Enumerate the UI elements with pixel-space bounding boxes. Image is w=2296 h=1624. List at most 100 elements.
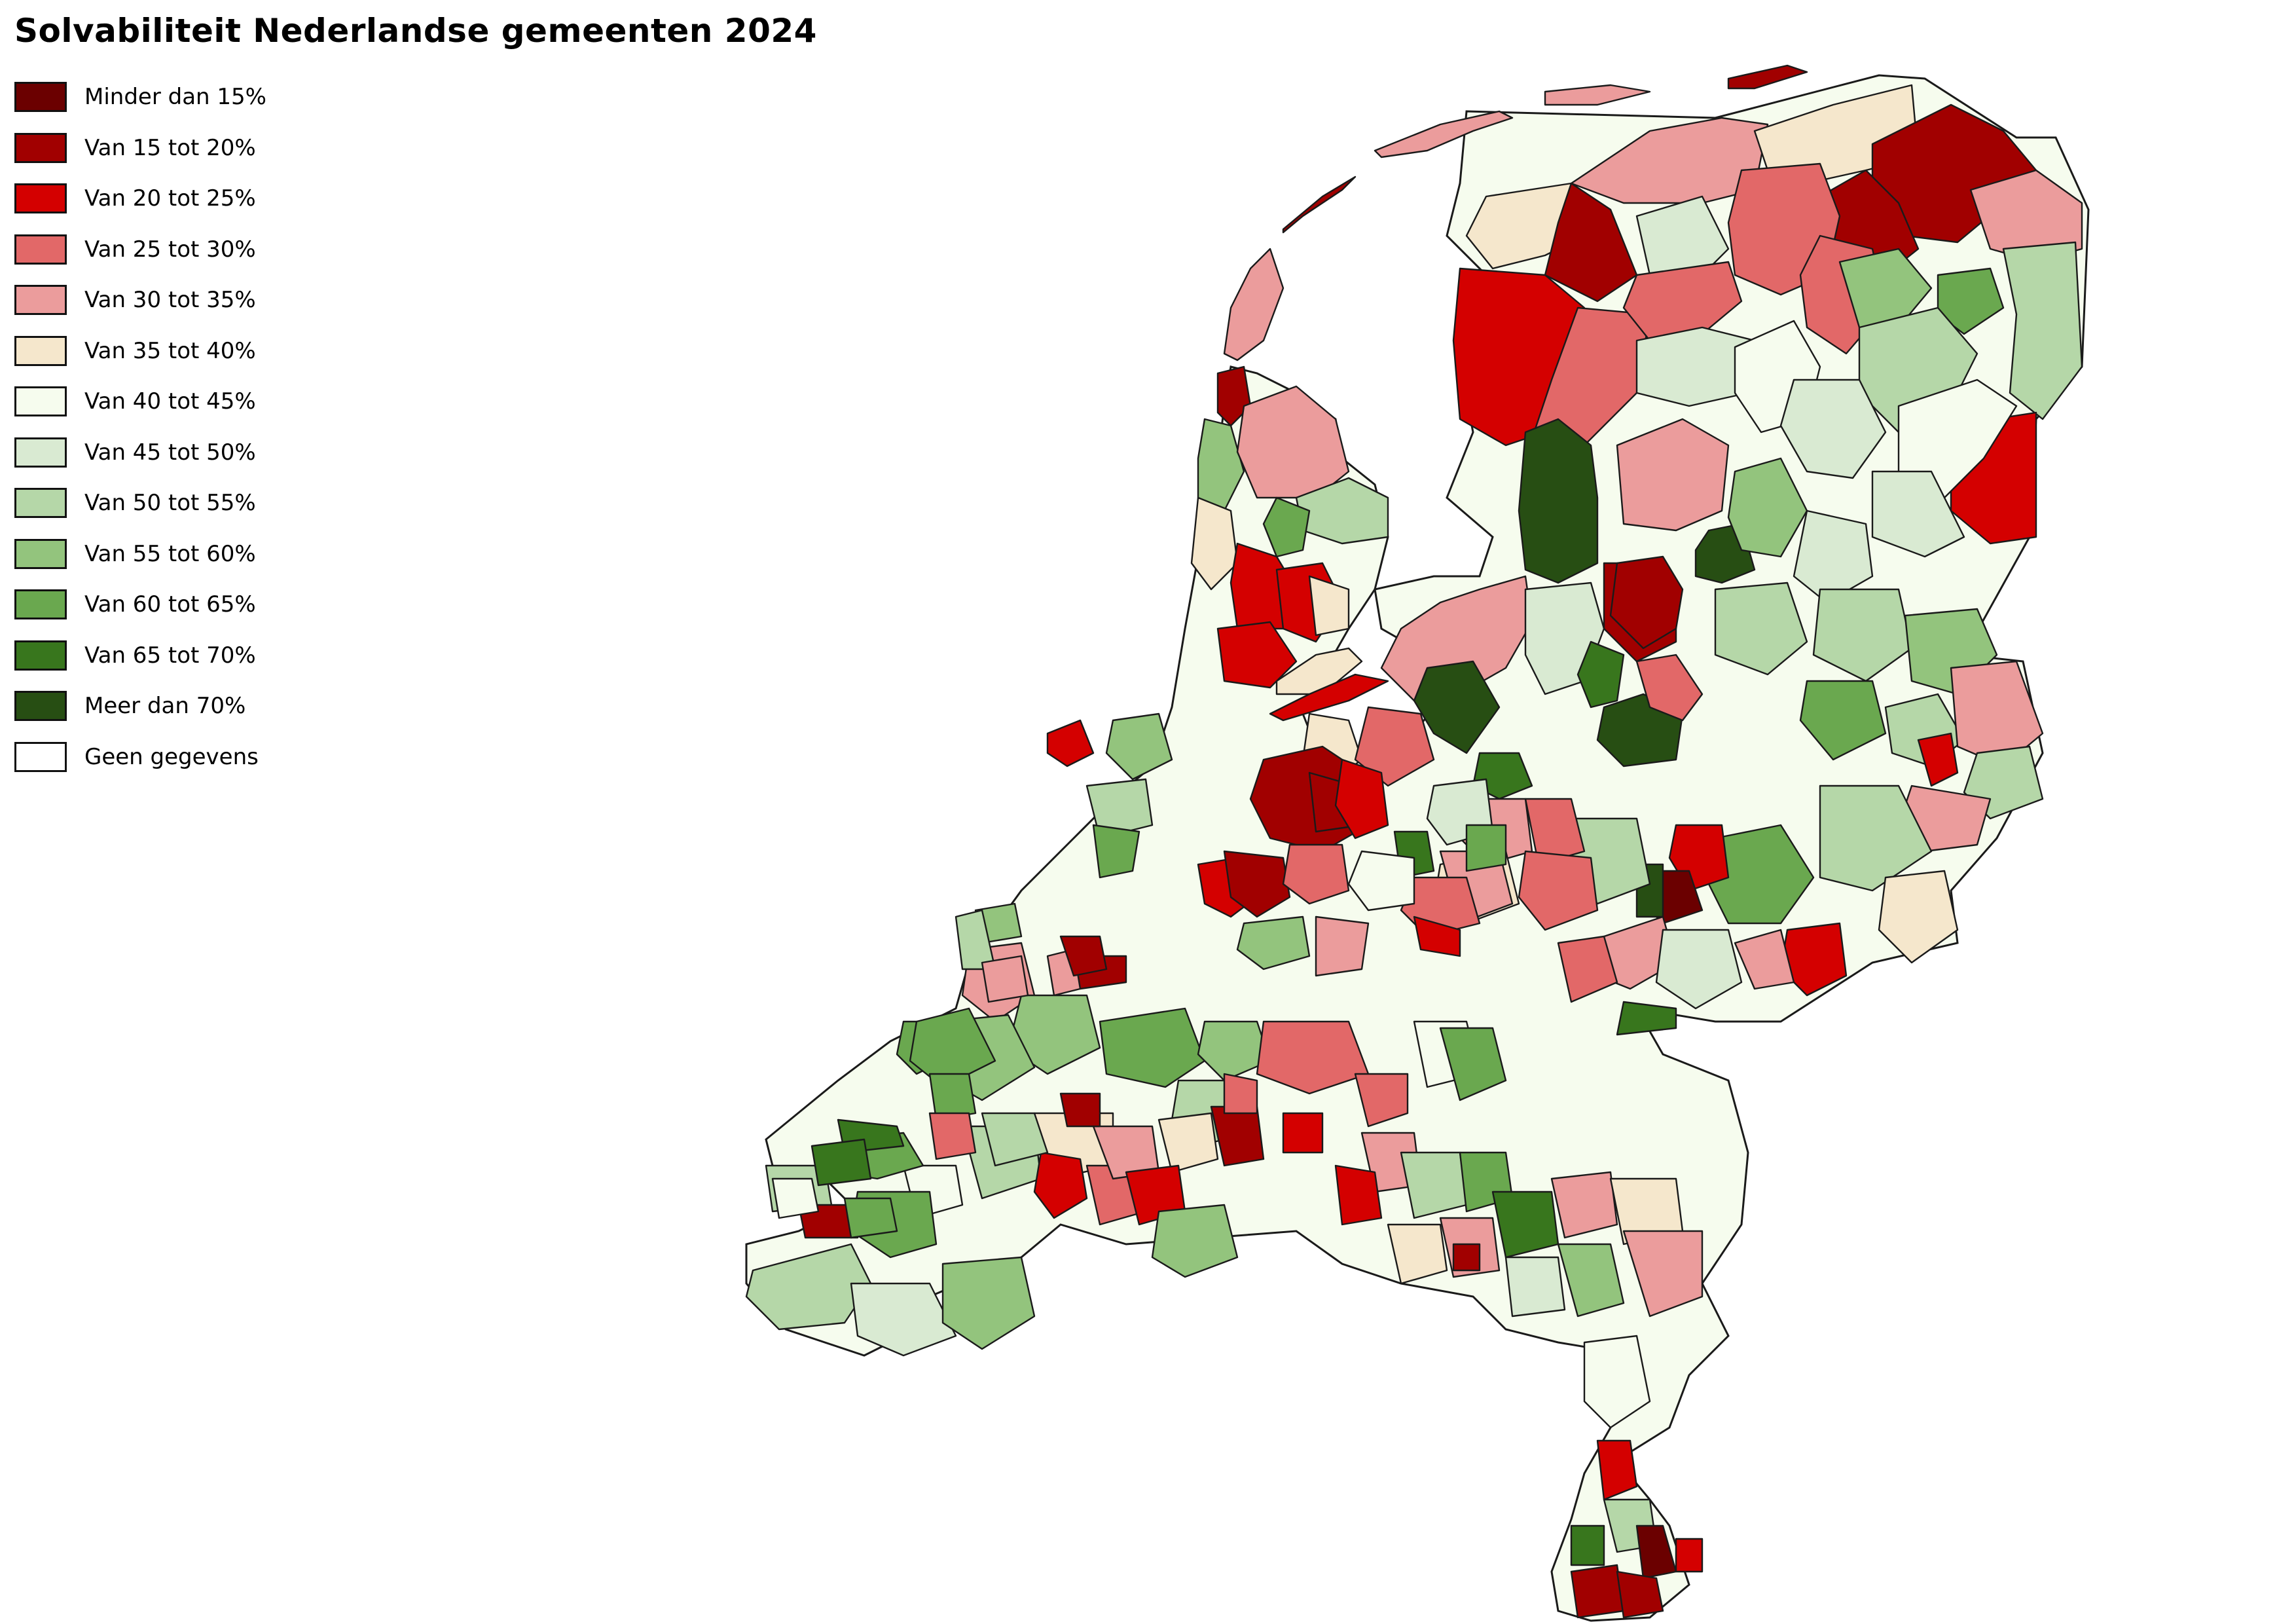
municipality-region [1059, 935, 1108, 977]
municipality-region [1570, 1524, 1605, 1566]
municipality-region [1714, 581, 1808, 676]
municipality-region [797, 1204, 859, 1239]
municipality-region [1616, 1570, 1664, 1619]
municipality-region [843, 1197, 898, 1239]
municipality-region [1354, 1073, 1409, 1128]
municipality-region [941, 1256, 1036, 1350]
legend-swatch [14, 589, 67, 619]
legend-item: Van 20 tot 25% [14, 183, 266, 234]
municipality-region [1223, 850, 1291, 918]
municipality-region [1812, 588, 1913, 682]
legend-item: Van 25 tot 30% [14, 234, 266, 286]
legend-item: Van 40 tot 45% [14, 386, 266, 437]
municipality-region [1413, 660, 1501, 754]
legend-swatch [14, 335, 67, 366]
municipality-region [1334, 758, 1389, 840]
map-title: Solvabiliteit Nederlandse gemeenten 2024 [14, 12, 817, 50]
legend-swatch [14, 640, 67, 671]
municipality-region [1583, 1335, 1651, 1429]
municipality-region [1838, 248, 1933, 329]
municipality-region [1465, 824, 1507, 872]
municipality-region [1236, 915, 1311, 970]
legend-item: Van 30 tot 35% [14, 285, 266, 336]
municipality-region [1197, 1020, 1271, 1082]
legend-label: Minder dan 15% [84, 84, 266, 110]
municipality-region [1059, 1092, 1101, 1128]
municipality-region [1151, 1204, 1239, 1278]
municipality-region [1413, 915, 1461, 957]
legend-item: Van 60 tot 65% [14, 589, 266, 640]
municipality-region [1550, 1171, 1618, 1239]
municipality-region [1223, 1073, 1258, 1115]
legend-label: Geen gegevens [84, 743, 259, 770]
municipality-region [1727, 457, 1808, 558]
municipality-region [981, 1112, 1049, 1167]
municipality-region [1347, 850, 1415, 912]
municipality-region [1819, 784, 1933, 892]
municipality-region [1544, 182, 1638, 303]
municipality-region [2002, 241, 2083, 420]
municipality-region [1216, 621, 1298, 689]
municipality-region [1275, 647, 1363, 695]
municipality-region [1085, 778, 1154, 840]
legend-swatch [14, 437, 67, 468]
municipality-region [1622, 1230, 1704, 1318]
municipality-region [1439, 1027, 1507, 1101]
municipality-region [1105, 712, 1173, 781]
legend-swatch [14, 741, 67, 772]
legend-swatch [14, 691, 67, 721]
legend-item: Minder dan 15% [14, 82, 266, 133]
municipality-region [1315, 915, 1370, 977]
municipality-region [1570, 1564, 1625, 1619]
municipality-region [1871, 470, 1965, 558]
legend-label: Meer dan 70% [84, 693, 246, 719]
municipality-region [1387, 1223, 1448, 1285]
municipality-region [1734, 929, 1795, 990]
municipality-region [1308, 575, 1350, 637]
municipality-region [1190, 496, 1239, 591]
municipality-region [850, 1282, 957, 1357]
legend-item: Van 55 tot 60% [14, 538, 266, 590]
municipality-region [1616, 418, 1730, 532]
legend-item: Geen gegevens [14, 741, 266, 793]
municipality-region [1099, 1007, 1206, 1088]
municipality-region [1282, 843, 1350, 905]
legend-swatch [14, 285, 67, 315]
municipality-region [1256, 1020, 1370, 1095]
municipality-region [1616, 1001, 1677, 1036]
municipality-region [1216, 365, 1252, 427]
legend-label: Van 45 tot 50% [84, 439, 256, 466]
municipality-region [1236, 385, 1350, 499]
municipality-region [1635, 654, 1704, 722]
municipality-region [1223, 248, 1285, 361]
municipality-region [745, 1243, 872, 1331]
municipality-region [928, 1112, 977, 1160]
municipality-region [1282, 1112, 1324, 1154]
legend-label: Van 55 tot 60% [84, 540, 256, 567]
legend-swatch [14, 488, 67, 518]
legend-label: Van 15 tot 20% [84, 134, 256, 161]
municipality-region [1046, 719, 1095, 767]
municipality-region [1334, 1164, 1383, 1226]
legend-item: Van 35 tot 40% [14, 335, 266, 387]
legend-swatch [14, 234, 67, 265]
municipality-region [1576, 640, 1625, 709]
municipality-region [928, 1073, 977, 1121]
legend-swatch [14, 183, 67, 213]
municipality-region [1504, 1256, 1566, 1318]
legend-label: Van 65 tot 70% [84, 642, 256, 669]
municipality-region [1033, 1151, 1088, 1219]
municipality-region [1655, 929, 1743, 1010]
legend-label: Van 25 tot 30% [84, 236, 256, 263]
municipality-region [1282, 175, 1357, 234]
municipality-region [1374, 110, 1514, 158]
municipality-region [1799, 680, 1887, 761]
legend-label: Van 35 tot 40% [84, 337, 256, 364]
legend-swatch [14, 538, 67, 569]
municipality-region [1675, 1538, 1704, 1573]
municipality-region [1557, 1243, 1625, 1318]
municipality-region [1727, 64, 1808, 90]
legend-item: Van 15 tot 20% [14, 132, 266, 184]
municipality-region [1157, 1112, 1219, 1173]
